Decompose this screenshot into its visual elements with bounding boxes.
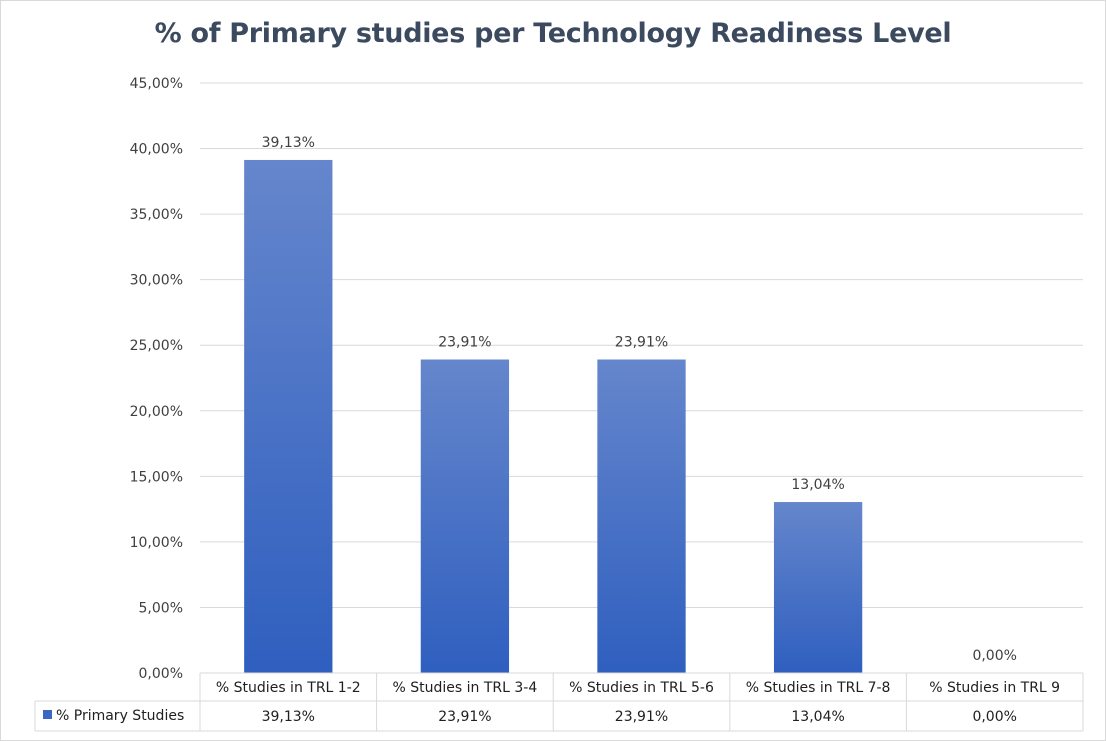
legend-key xyxy=(43,710,52,719)
data-label: 39,13% xyxy=(262,135,315,151)
bars xyxy=(244,159,863,673)
table-value: 23,91% xyxy=(438,709,491,725)
y-tick-label: 5,00% xyxy=(139,600,183,616)
y-tick-label: 35,00% xyxy=(130,207,183,223)
bar xyxy=(420,359,510,673)
y-tick-label: 45,00% xyxy=(130,76,183,92)
bar xyxy=(244,159,333,673)
table-value: 23,91% xyxy=(615,709,668,725)
data-label: 23,91% xyxy=(438,335,491,351)
data-label: 13,04% xyxy=(791,477,844,493)
y-tick-label: 40,00% xyxy=(130,142,183,158)
chart-title: % of Primary studies per Technology Read… xyxy=(154,18,952,49)
x-category-label: % Studies in TRL 5-6 xyxy=(569,680,714,696)
table-value: 39,13% xyxy=(262,709,315,725)
y-axis-ticks: 0,00% 5,00% 10,00% 15,00% 20,00% 25,00% 30,00%… xyxy=(130,76,183,682)
y-tick-label: 20,00% xyxy=(130,404,183,420)
x-category-label: % Studies in TRL 9 xyxy=(929,680,1060,696)
bar xyxy=(597,359,686,673)
table-value: 0,00% xyxy=(972,709,1016,725)
bar xyxy=(773,502,863,673)
data-label: 0,00% xyxy=(972,648,1016,664)
y-tick-label: 0,00% xyxy=(139,666,183,682)
x-category-label: % Studies in TRL 3-4 xyxy=(393,680,538,696)
x-category-label: % Studies in TRL 1-2 xyxy=(216,680,361,696)
y-tick-label: 30,00% xyxy=(130,273,183,289)
data-label: 23,91% xyxy=(615,335,668,351)
legend-label: % Primary Studies xyxy=(56,708,184,724)
y-tick-label: 10,00% xyxy=(130,535,183,551)
data-labels: 39,13% 23,91% 23,91% 13,04% 0,00% xyxy=(262,135,1017,664)
data-table: % Studies in TRL 1-2 39,13% % Studies in T… xyxy=(34,672,1084,732)
y-tick-label: 15,00% xyxy=(130,469,183,485)
y-tick-label: 25,00% xyxy=(130,338,183,354)
table-value: 13,04% xyxy=(791,709,844,725)
x-category-label: % Studies in TRL 7-8 xyxy=(746,680,891,696)
